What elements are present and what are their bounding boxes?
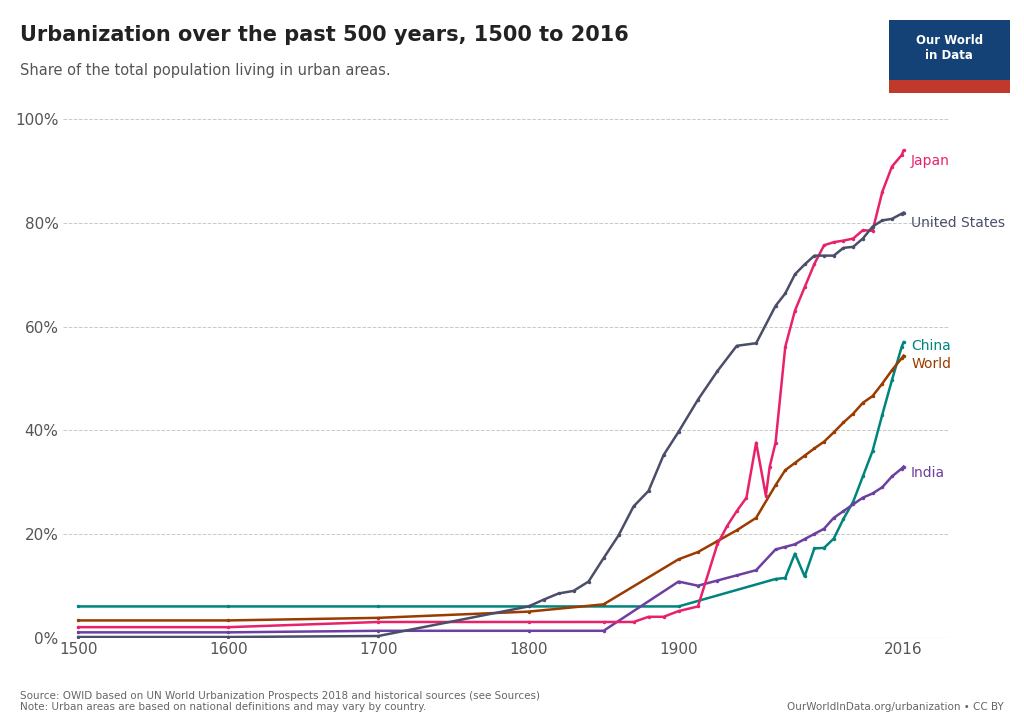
Text: Urbanization over the past 500 years, 1500 to 2016: Urbanization over the past 500 years, 15… (20, 25, 629, 46)
Text: India: India (911, 466, 945, 480)
FancyBboxPatch shape (889, 80, 1010, 93)
FancyBboxPatch shape (889, 20, 1010, 93)
Text: United States: United States (911, 216, 1006, 230)
Text: OurWorldInData.org/urbanization • CC BY: OurWorldInData.org/urbanization • CC BY (786, 702, 1004, 712)
Text: China: China (911, 339, 951, 354)
Text: Japan: Japan (911, 154, 950, 168)
Text: World: World (911, 357, 951, 371)
Text: Source: OWID based on UN World Urbanization Prospects 2018 and historical source: Source: OWID based on UN World Urbanizat… (20, 690, 541, 712)
Text: Our World
in Data: Our World in Data (915, 34, 983, 61)
Text: Share of the total population living in urban areas.: Share of the total population living in … (20, 63, 391, 78)
